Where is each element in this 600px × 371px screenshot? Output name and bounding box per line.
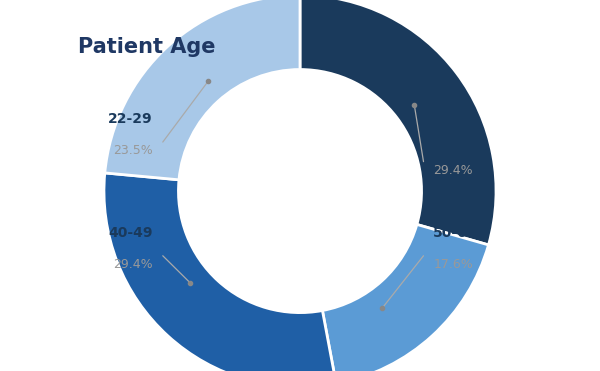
Text: 30-39: 30-39 [433, 132, 478, 146]
Text: 29.4%: 29.4% [433, 164, 473, 177]
Wedge shape [105, 0, 300, 180]
Text: 50-64: 50-64 [433, 226, 478, 240]
Text: 22-29: 22-29 [109, 112, 153, 127]
Text: 29.4%: 29.4% [113, 258, 153, 271]
Text: Patient Age: Patient Age [78, 37, 215, 57]
Wedge shape [300, 0, 496, 245]
Text: 17.6%: 17.6% [433, 258, 473, 271]
Text: 40-49: 40-49 [109, 226, 153, 240]
Wedge shape [104, 173, 336, 371]
Text: 23.5%: 23.5% [113, 144, 153, 157]
Wedge shape [322, 224, 488, 371]
